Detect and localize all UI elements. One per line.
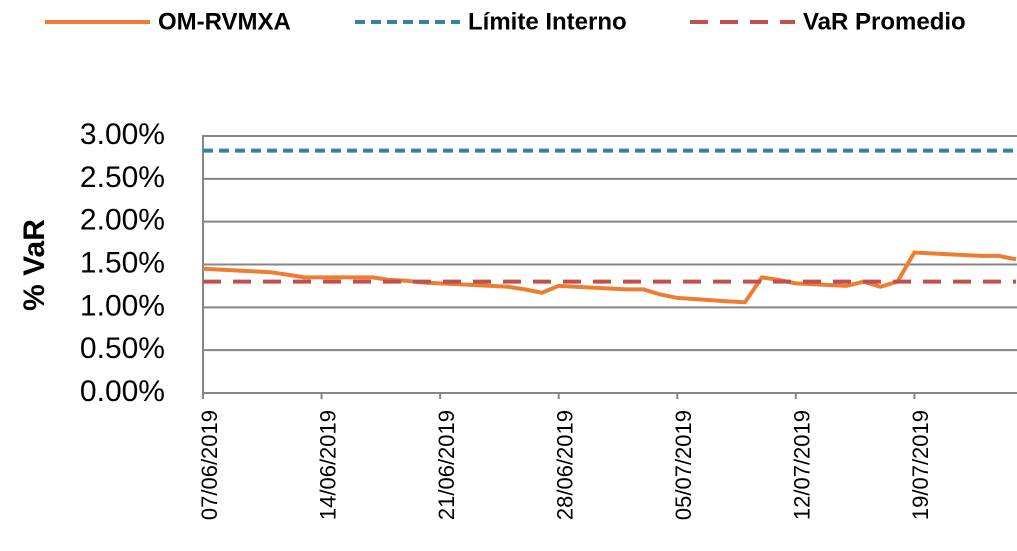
- legend-label: Límite Interno: [468, 8, 627, 35]
- legend-label: OM-RVMXA: [158, 8, 291, 35]
- x-tick-label: 14/06/2019: [315, 410, 340, 520]
- x-tick-label: 19/07/2019: [908, 410, 933, 520]
- y-tick-label: 1.00%: [80, 289, 165, 322]
- legend-label: VaR Promedio: [803, 8, 966, 35]
- y-tick-label: 1.50%: [80, 246, 165, 279]
- x-tick-label: 21/06/2019: [434, 410, 459, 520]
- x-tick-label: 05/07/2019: [671, 410, 696, 520]
- x-tick-label: 07/06/2019: [197, 410, 222, 520]
- y-axis-label: % VaR: [18, 219, 51, 311]
- y-tick-label: 0.50%: [80, 332, 165, 365]
- series-line: [202, 250, 1017, 305]
- y-tick-label: 3.00%: [80, 118, 165, 151]
- y-tick-label: 2.00%: [80, 204, 165, 237]
- y-tick-label: 0.00%: [80, 375, 165, 408]
- x-tick-label: 12/07/2019: [790, 410, 815, 520]
- x-tick-label: 28/06/2019: [553, 410, 578, 520]
- y-tick-label: 2.50%: [80, 161, 165, 194]
